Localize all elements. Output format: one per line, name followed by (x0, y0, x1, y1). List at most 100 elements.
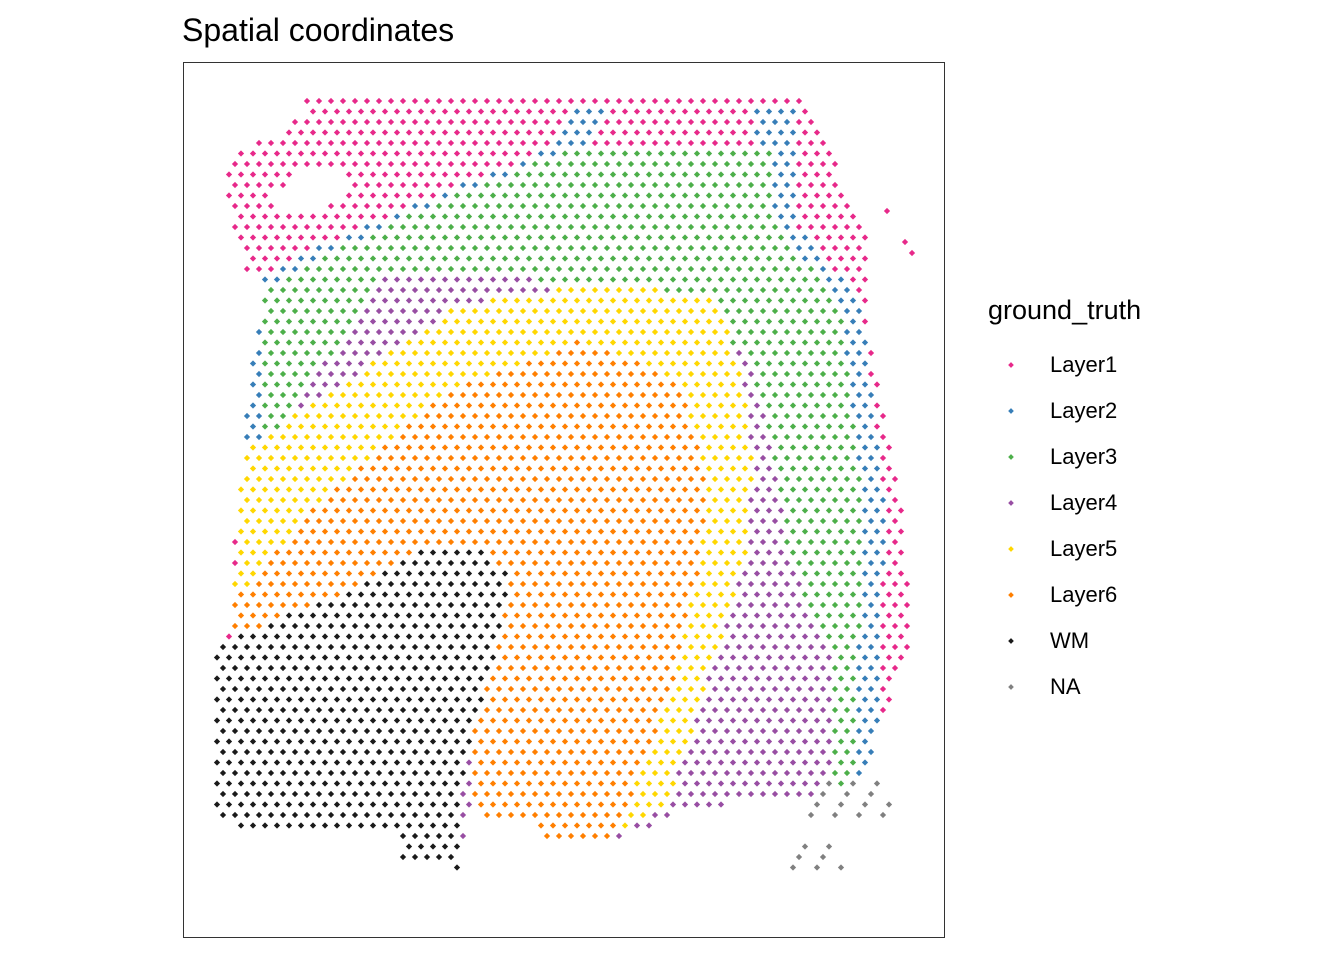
spot-point-layer5 (471, 349, 479, 357)
spot-point-layer6 (555, 412, 563, 420)
spot-point-layer6 (471, 748, 479, 756)
spot-point-layer4 (771, 601, 779, 609)
spot-point-layer3 (663, 286, 671, 294)
spot-point-layer1 (555, 118, 563, 126)
spot-point-wm (357, 780, 365, 787)
spot-point-layer4 (723, 748, 731, 756)
spot-point-layer6 (633, 696, 641, 703)
spot-point-layer6 (633, 549, 641, 556)
spot-point-layer6 (609, 822, 617, 829)
spot-point-layer1 (255, 202, 263, 210)
spot-point-layer6 (345, 507, 353, 514)
spot-point-layer5 (291, 496, 299, 504)
spot-point-layer3 (693, 276, 701, 283)
spot-point-layer6 (531, 664, 539, 672)
spot-point-layer6 (681, 612, 689, 619)
spot-point-layer5 (255, 475, 263, 483)
spot-point-layer1 (291, 160, 299, 168)
spot-point-layer6 (585, 654, 593, 661)
spot-point-layer1 (327, 223, 335, 231)
spot-point-layer6 (561, 507, 569, 514)
spot-point-wm (405, 801, 413, 808)
spot-point-layer4 (399, 307, 407, 315)
spot-point-layer3 (627, 202, 635, 210)
spot-point-wm (345, 654, 353, 661)
spot-point-wm (369, 654, 377, 661)
spot-point-layer5 (459, 349, 467, 357)
spot-point-wm (447, 790, 455, 798)
spot-point-layer6 (507, 580, 515, 588)
spot-point-layer3 (837, 339, 845, 346)
spot-point-layer3 (777, 339, 785, 346)
spot-point-layer6 (585, 591, 593, 598)
spot-point-layer2 (789, 213, 797, 220)
spot-point-layer3 (771, 370, 779, 378)
spot-point-layer3 (795, 538, 803, 546)
spot-point-layer1 (375, 202, 383, 210)
spot-point-layer3 (753, 276, 761, 283)
spot-point-layer3 (363, 265, 371, 273)
spot-point-layer1 (849, 213, 857, 220)
spot-point-wm (339, 727, 347, 735)
spot-point-layer4 (789, 633, 797, 640)
spot-point-wm (423, 811, 431, 819)
spot-point-layer5 (663, 370, 671, 378)
spot-point-layer5 (615, 286, 623, 294)
spot-point-wm (459, 622, 467, 630)
spot-point-layer1 (879, 622, 887, 630)
spot-point-layer6 (399, 475, 407, 483)
spot-point-layer6 (669, 465, 677, 472)
spot-point-layer6 (357, 486, 365, 493)
spot-point-layer6 (381, 486, 389, 493)
spot-point-layer6 (579, 559, 587, 567)
spot-point-layer5 (321, 465, 329, 472)
spot-point-layer4 (747, 706, 755, 714)
spot-point-layer6 (579, 832, 587, 840)
spot-point-wm (411, 748, 419, 756)
spot-point-layer6 (651, 601, 659, 609)
spot-point-layer6 (261, 612, 269, 619)
spot-point-layer3 (387, 244, 395, 252)
spot-point-layer6 (495, 727, 503, 735)
spot-point-layer3 (555, 202, 563, 210)
spot-point-layer4 (813, 633, 821, 640)
spot-point-layer6 (555, 811, 563, 819)
spot-point-layer3 (561, 255, 569, 262)
spot-point-layer6 (681, 507, 689, 514)
spot-point-wm (303, 811, 311, 819)
spot-point-layer2 (819, 265, 827, 273)
legend-label: WM (1050, 628, 1090, 653)
spot-point-layer1 (315, 97, 323, 105)
spot-point-layer3 (795, 412, 803, 420)
spot-point-layer4 (765, 444, 773, 451)
spot-point-layer6 (573, 465, 581, 472)
spot-point-layer6 (477, 444, 485, 451)
spot-point-wm (375, 748, 383, 756)
legend-key (988, 388, 1034, 434)
spot-point-layer3 (315, 286, 323, 294)
spot-point-layer5 (459, 328, 467, 336)
spot-point-layer3 (699, 181, 707, 189)
spot-point-layer1 (849, 234, 857, 241)
spot-point-layer3 (429, 213, 437, 220)
spot-point-layer3 (669, 234, 677, 241)
spot-point-layer3 (651, 223, 659, 231)
spot-point-layer5 (339, 475, 347, 483)
spot-point-wm (285, 801, 293, 808)
spot-point-layer4 (759, 475, 767, 483)
spot-point-layer4 (399, 328, 407, 336)
spot-point-layer1 (303, 223, 311, 231)
spot-point-layer4 (771, 538, 779, 546)
spot-point-layer4 (789, 675, 797, 682)
spot-point-layer3 (555, 160, 563, 168)
spot-point-layer5 (309, 423, 317, 430)
spot-point-layer3 (813, 339, 821, 346)
spot-point-layer4 (381, 297, 389, 304)
spot-point-layer3 (585, 192, 593, 199)
spot-point-wm (429, 717, 437, 724)
spot-point-layer2 (279, 265, 287, 273)
spot-point-layer1 (351, 97, 359, 105)
spot-point-layer6 (519, 706, 527, 714)
spot-point-wm (357, 738, 365, 745)
spot-point-layer6 (435, 454, 443, 462)
